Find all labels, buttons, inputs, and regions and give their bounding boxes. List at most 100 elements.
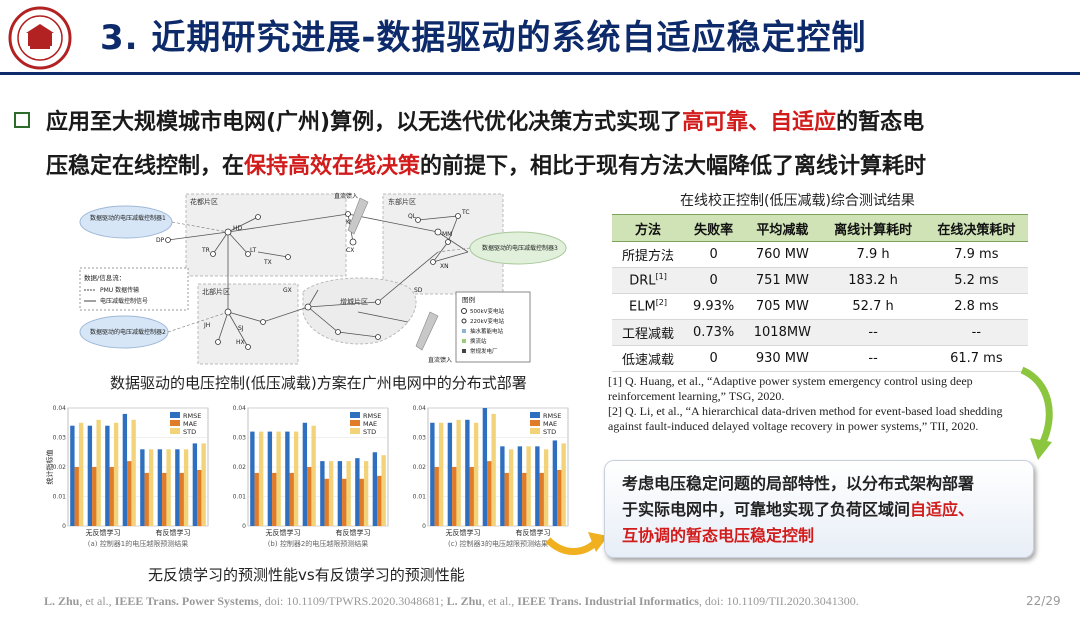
bar-rmse bbox=[355, 458, 360, 526]
online-time-cell: -- bbox=[924, 319, 1028, 346]
map-caption: 数据驱动的电压控制(低压减载)方案在广州电网中的分布式部署 bbox=[110, 374, 527, 392]
x-group-label: 有反馈学习 bbox=[156, 528, 191, 537]
bar-std bbox=[311, 425, 316, 526]
bar-std bbox=[438, 422, 444, 526]
highlight-text: 自适应、 bbox=[910, 500, 975, 519]
author: L. Zhu bbox=[44, 594, 80, 608]
bar-rmse bbox=[70, 425, 75, 526]
method-name: 工程减载 bbox=[622, 327, 675, 342]
bullet-text: 的前提下，相比于现有方法大幅降低了离线计算耗时 bbox=[420, 154, 927, 179]
bar-std bbox=[131, 419, 136, 526]
bar-rmse bbox=[447, 422, 453, 526]
bar-std bbox=[148, 449, 154, 526]
dc-feed-label: 直流馈入 bbox=[334, 192, 358, 200]
node-label: QL bbox=[408, 213, 417, 220]
legend-swatch bbox=[350, 420, 360, 426]
curved-arrow-icon bbox=[545, 532, 608, 555]
bar-std bbox=[166, 449, 171, 526]
highlight-text: 自适应 bbox=[770, 110, 837, 135]
x-group-label: 无反馈学习 bbox=[446, 528, 481, 537]
controller-cloud-1 bbox=[79, 205, 173, 239]
online-time-cell: 61.7 ms bbox=[924, 345, 1028, 372]
bar-mae bbox=[557, 469, 562, 526]
highlight-text: 互协调的暂态电压稳定控制 bbox=[622, 526, 815, 545]
station-legend bbox=[455, 291, 531, 363]
page-number: 22/29 bbox=[1026, 594, 1061, 608]
bullet-text: 应用至大规模城市电网(广州)算例，以无迭代优化决策方式实现了 bbox=[46, 110, 683, 135]
table-row: 工程减载 0.73% 1018MW -- -- bbox=[612, 319, 1028, 346]
bar-rmse bbox=[482, 408, 488, 526]
legend-label: RMSE bbox=[183, 412, 201, 420]
region-label: 花都片区 bbox=[190, 197, 218, 206]
bullet-text: 的暂态电 bbox=[836, 110, 925, 135]
bar-std bbox=[363, 461, 369, 526]
bar-mae bbox=[307, 467, 312, 526]
bar-rmse bbox=[250, 431, 255, 526]
method-name: 低速减载 bbox=[622, 353, 675, 368]
offline-time-cell: 52.7 h bbox=[821, 293, 925, 320]
offline-time-cell: -- bbox=[821, 345, 925, 372]
avg-shed-cell: 930 MW bbox=[743, 345, 822, 372]
offline-time-cell: 7.9 h bbox=[821, 241, 925, 268]
cite-text: , doi: 10.1109/TII.2020.3041300. bbox=[698, 594, 859, 608]
y-tick-label: 0.03 bbox=[233, 435, 247, 442]
bar-rmse bbox=[267, 431, 273, 526]
bar-mae bbox=[109, 467, 114, 526]
legend-swatch bbox=[530, 428, 540, 434]
node-label: SJ bbox=[238, 325, 244, 332]
y-tick-label: 0.04 bbox=[233, 405, 247, 412]
column-header: 离线计算耗时 bbox=[821, 214, 925, 242]
legend-label: MAE bbox=[183, 420, 197, 428]
table-title: 在线校正控制(低压减载)综合测试结果 bbox=[680, 193, 915, 209]
bar-rmse bbox=[122, 413, 128, 526]
method-cell: 工程减载 bbox=[612, 319, 685, 346]
fail-rate-cell: 0 bbox=[684, 345, 744, 372]
bar-mae bbox=[504, 472, 509, 526]
bar-rmse bbox=[372, 452, 378, 526]
chart-subtitle: (b) 控制器2的电压越限预测结果 bbox=[268, 539, 369, 548]
y-tick-label: 0.04 bbox=[53, 405, 67, 412]
dc-feed-label: 直流馈入 bbox=[428, 356, 452, 364]
bar-rmse bbox=[192, 443, 198, 526]
node-label: DP bbox=[156, 237, 165, 244]
bar-rmse bbox=[285, 431, 290, 526]
footer-citation: L. Zhu, et al., IEEE Trans. Power System… bbox=[44, 594, 859, 609]
region-beibu bbox=[197, 283, 299, 365]
bar-mae bbox=[289, 472, 294, 526]
node-label: GX bbox=[283, 287, 292, 294]
data-links bbox=[167, 221, 471, 333]
table-header-row: 方法 失败率 平均减载 离线计算耗时 在线决策耗时 bbox=[612, 214, 1028, 242]
column-header: 平均减载 bbox=[743, 214, 822, 242]
table-row: ELM[2] 9.93% 705 MW 52.7 h 2.8 ms bbox=[612, 293, 1028, 320]
x-group-label: 无反馈学习 bbox=[86, 528, 121, 537]
bar-rmse bbox=[465, 419, 470, 526]
cite-text: , doi: 10.1109/TPWRS.2020.3048681; bbox=[258, 594, 447, 608]
y-tick-label: 0.01 bbox=[53, 494, 67, 501]
bar-rmse bbox=[535, 446, 540, 526]
conclusion-line-3: 互协调的暂态电压稳定控制 bbox=[622, 522, 814, 546]
table-row: DRL[1] 0 751 MW 183.2 h 5.2 ms bbox=[612, 267, 1028, 294]
bar-rmse bbox=[500, 446, 505, 526]
bar-mae bbox=[74, 467, 79, 526]
column-header: 失败率 bbox=[684, 214, 744, 242]
square-bullet-icon bbox=[14, 112, 30, 128]
bar-mae bbox=[127, 461, 132, 526]
online-time-cell: 5.2 ms bbox=[924, 267, 1028, 294]
legend-swatch bbox=[170, 428, 180, 434]
x-group-label: 有反馈学习 bbox=[516, 528, 551, 537]
fail-rate-cell: 0 bbox=[684, 241, 744, 268]
bar-mae bbox=[359, 478, 364, 526]
bar-std bbox=[113, 422, 119, 526]
region-label: 增城片区 bbox=[340, 297, 368, 306]
fail-rate-cell: 0.73% bbox=[684, 319, 744, 346]
y-tick-label: 0 bbox=[62, 523, 66, 530]
bar-std bbox=[456, 419, 461, 526]
bar-mae bbox=[272, 472, 277, 526]
y-tick-label: 0.01 bbox=[233, 494, 247, 501]
y-tick-label: 0.03 bbox=[413, 435, 427, 442]
dc-feed-arrow-icon bbox=[347, 197, 369, 235]
charts-caption: 无反馈学习的预测性能vs有反馈学习的预测性能 bbox=[148, 566, 465, 584]
legend-label: RMSE bbox=[543, 412, 561, 420]
region-zengcheng bbox=[302, 277, 417, 345]
bar-rmse bbox=[87, 425, 93, 526]
